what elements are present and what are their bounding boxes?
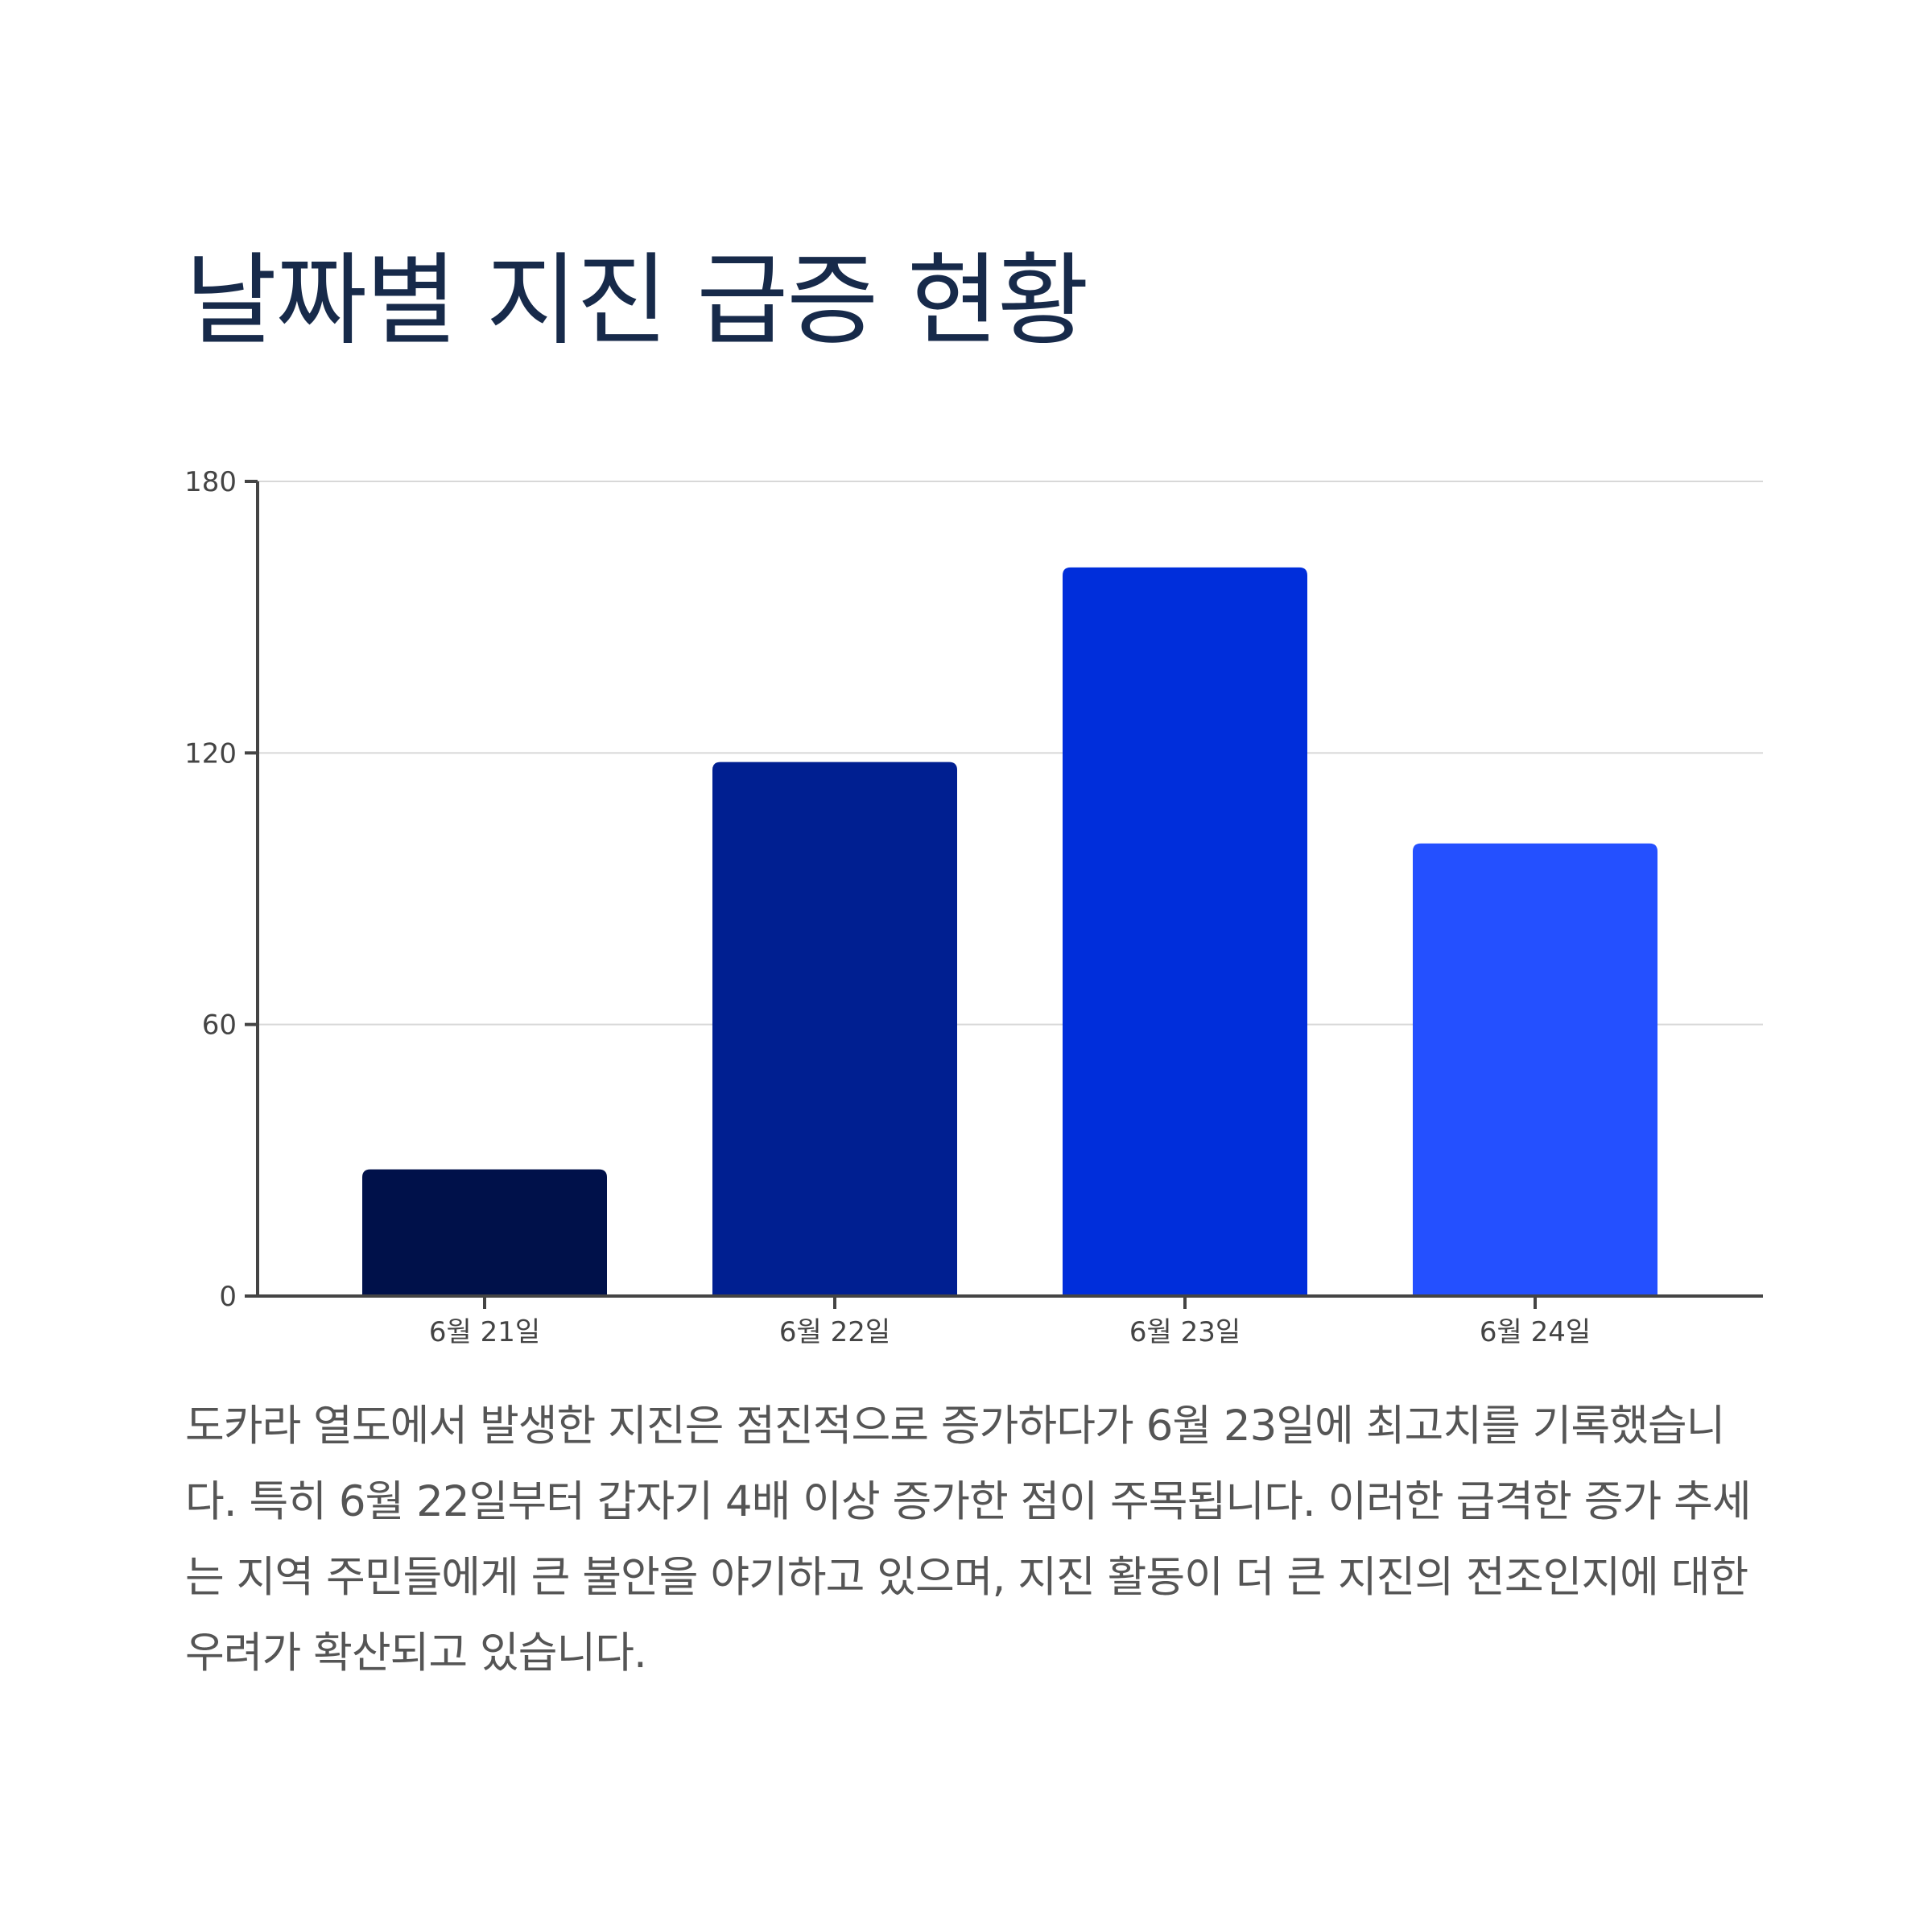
page-title: 날짜별 지진 급증 현황 (185, 243, 1089, 359)
x-tick-label-4: 6월 24일 (1480, 1316, 1591, 1348)
axes (245, 480, 1763, 1309)
y-tick-label-180: 180 (184, 466, 237, 498)
chart-description: 도카라 열도에서 발생한 지진은 점진적으로 증가하다가 6월 23일에 최고치… (185, 1402, 1752, 1678)
x-tick-label-1: 6월 21일 (429, 1316, 540, 1348)
y-tick-label-60: 60 (202, 1009, 237, 1042)
y-tick-label-0: 0 (219, 1281, 237, 1313)
bars (362, 567, 1657, 1296)
bar-2 (712, 762, 957, 1296)
y-tick-label-120: 120 (184, 737, 237, 770)
gridlines (258, 481, 1763, 1026)
x-tick-label-2: 6월 22일 (779, 1316, 890, 1348)
bar-1 (362, 1169, 607, 1296)
bar-4 (1413, 843, 1657, 1296)
tick-labels: 0 60 120 180 6월 21일 6월 22일 6월 23일 6월 24일 (184, 466, 1591, 1348)
bar-3 (1063, 567, 1307, 1296)
x-tick-label-3: 6월 23일 (1129, 1316, 1241, 1348)
